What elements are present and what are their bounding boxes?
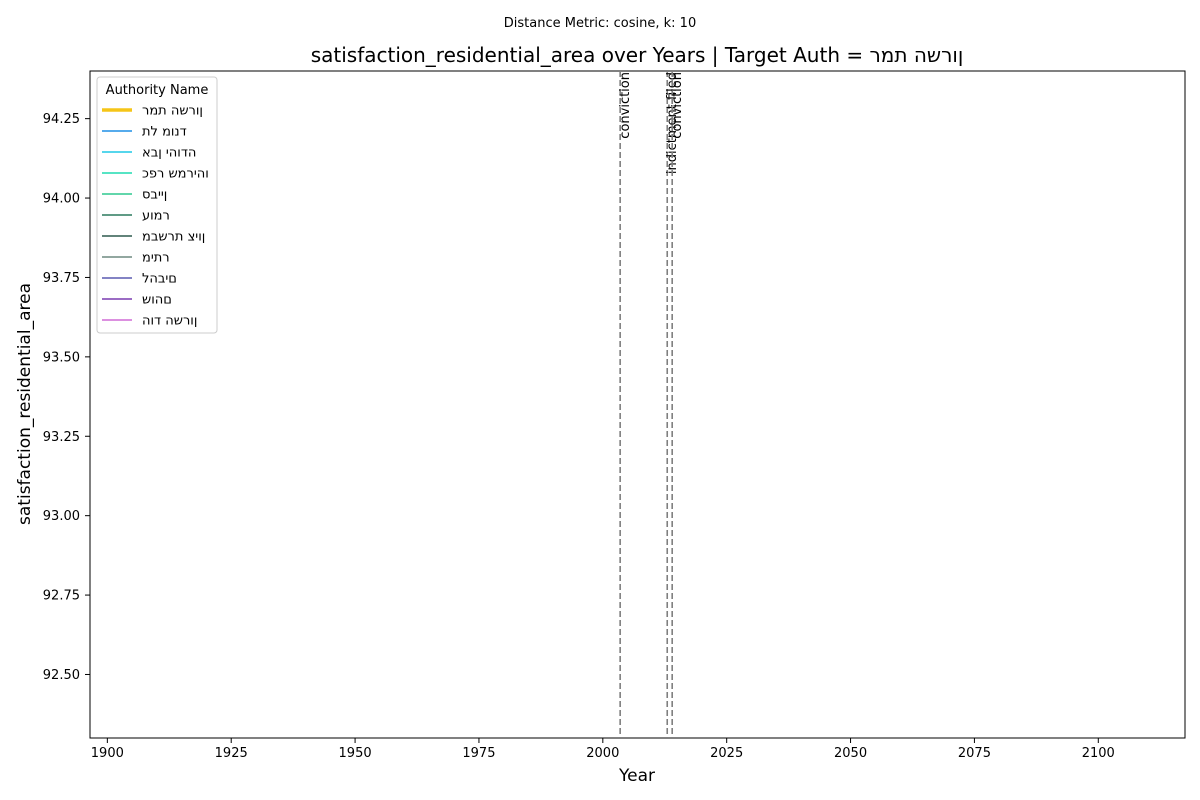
legend-entry-label: דנומ לת bbox=[142, 125, 187, 140]
legend-entries: ןורשה תמר דנומ לת הדוהי ןבא והירמש רפכ ןייבס… bbox=[102, 104, 209, 329]
legend-box bbox=[96, 76, 218, 334]
legend-entry-label: רמוע bbox=[142, 209, 170, 224]
legend-entry-label: הדוהי ןבא bbox=[142, 146, 196, 161]
legend-entry-label: והירמש רפכ bbox=[142, 167, 209, 182]
x-tick-label: 2075 bbox=[958, 746, 991, 761]
y-tick-label: 93.75 bbox=[43, 271, 80, 286]
event-label: conviction bbox=[618, 72, 633, 139]
legend-entry-label: ןייבס bbox=[142, 188, 167, 203]
y-axis-label: satisfaction_residential_area bbox=[15, 283, 35, 525]
plot-area bbox=[89, 70, 1186, 739]
y-tick-label: 93.50 bbox=[43, 350, 80, 365]
legend-entry-label: ןורשה דוה bbox=[142, 314, 197, 329]
y-tick-label: 92.75 bbox=[43, 589, 80, 604]
chart-title: satisfaction_residential_area over Years… bbox=[311, 43, 964, 67]
x-tick-label: 2050 bbox=[834, 746, 867, 761]
event-label: indictment filed bbox=[665, 72, 680, 174]
x-tick-label: 2000 bbox=[586, 746, 619, 761]
legend: Authority Name ןורשה תמר דנומ לת הדוהי ןבא… bbox=[96, 76, 218, 334]
chart-suptitle: Distance Metric: cosine, k: 10 bbox=[504, 16, 696, 31]
y-tick-label: 94.25 bbox=[43, 112, 80, 127]
x-tick-label: 1925 bbox=[215, 746, 248, 761]
x-tick-label: 1900 bbox=[91, 746, 124, 761]
y-tick-label: 92.50 bbox=[43, 668, 80, 683]
event-label: conviction bbox=[670, 72, 685, 139]
x-axis-label: Year bbox=[618, 766, 655, 786]
legend-entry-label: ןורשה תמר bbox=[142, 104, 203, 119]
legend-title: Authority Name bbox=[106, 83, 209, 98]
x-axis: 1900 1925 1950 1975 2000 2025 2050 2075 2100 bbox=[91, 738, 1115, 761]
x-tick-label: 1950 bbox=[339, 746, 372, 761]
legend-entry-label: םהוש bbox=[142, 293, 172, 308]
x-tick-label: 1975 bbox=[462, 746, 495, 761]
x-tick-label: 2100 bbox=[1082, 746, 1115, 761]
legend-entry-label: ןויצ תרשבמ bbox=[142, 230, 205, 245]
y-axis: 92.50 92.75 93.00 93.25 93.50 93.75 94.00 94.25 bbox=[43, 112, 90, 683]
y-tick-label: 93.25 bbox=[43, 430, 80, 445]
x-tick-label: 2025 bbox=[710, 746, 743, 761]
legend-entry-label: רתימ bbox=[142, 251, 170, 266]
legend-entry-label: םיבהל bbox=[142, 272, 177, 287]
y-tick-label: 93.00 bbox=[43, 509, 80, 524]
y-tick-label: 94.00 bbox=[43, 192, 80, 207]
